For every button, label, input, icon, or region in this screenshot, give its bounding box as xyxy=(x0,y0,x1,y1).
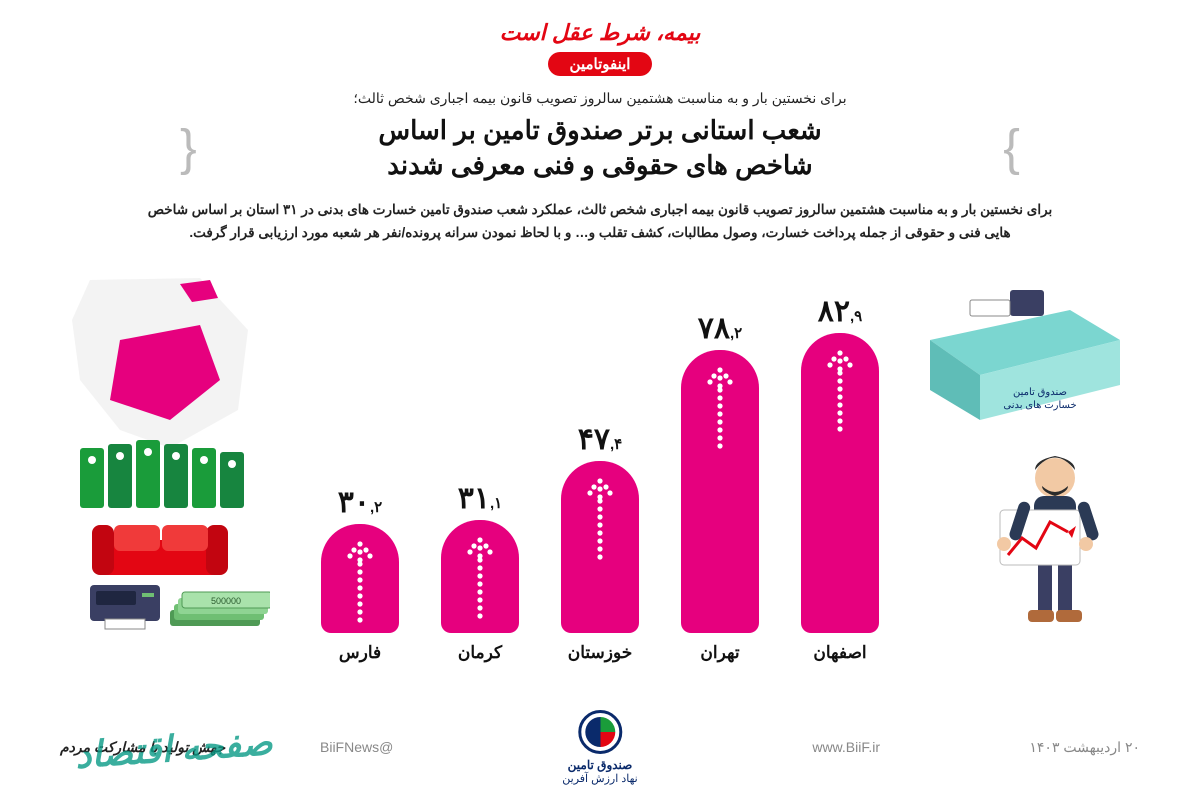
title-line-2: شاخص های حقوقی و فنی معرفی شدند xyxy=(387,150,812,180)
bar xyxy=(801,333,879,633)
bar-value: ۷۸,۲ xyxy=(698,311,742,346)
title-line-1: شعب استانی برتر صندوق تامین بر اساس xyxy=(378,115,821,145)
org-logo-icon xyxy=(578,710,622,754)
person-holding-chart-icon xyxy=(990,450,1120,630)
bar-value: ۴۷,۴ xyxy=(578,422,622,457)
bar-col: ۴۷,۴ خوزستان xyxy=(561,422,639,663)
bar xyxy=(441,520,519,633)
bar-label: اصفهان xyxy=(813,643,866,663)
bar-value: ۳۰,۲ xyxy=(338,485,382,520)
footer-website: www.BiiF.ir xyxy=(812,739,880,755)
bar xyxy=(321,524,399,633)
bar-col: ۸۲,۹ اصفهان xyxy=(801,294,879,663)
header-script-line: بیمه، شرط عقل است xyxy=(40,20,1160,46)
bar xyxy=(561,461,639,633)
footer-date: ۲۰ اردیبهشت ۱۴۰۳ xyxy=(1029,739,1140,756)
bar-col: ۳۰,۲ فارس xyxy=(321,485,399,663)
description-paragraph: برای نخستین بار و به مناسبت هشتمین سالرو… xyxy=(140,199,1060,245)
bar-col: ۷۸,۲ تهران xyxy=(681,311,759,663)
infographic-container: بیمه، شرط عقل است اینفوتامین برای نخستین… xyxy=(0,0,1200,800)
org-name-line2: نهاد ارزش آفرین xyxy=(562,772,637,785)
bar-value: ۳۱,۱ xyxy=(458,481,502,516)
arrow-up-icon xyxy=(700,364,740,454)
bar-col: ۳۱,۱ کرمان xyxy=(441,481,519,663)
footer-org-logo: صندوق تامین نهاد ارزش آفرین xyxy=(562,710,637,785)
main-title: شعب استانی برتر صندوق تامین بر اساس شاخص… xyxy=(40,113,1160,183)
arrow-up-icon xyxy=(820,347,860,437)
arrow-up-icon xyxy=(580,475,620,565)
subtitle-top: برای نخستین بار و به مناسبت هشتمین سالرو… xyxy=(40,90,1160,107)
bar-label: خوزستان xyxy=(568,643,633,663)
bar-value: ۸۲,۹ xyxy=(818,294,862,329)
arrow-up-icon xyxy=(340,538,380,628)
footer-handle: @BiiFNews xyxy=(320,739,393,755)
header-badge: اینفوتامین xyxy=(548,52,653,76)
bar xyxy=(681,350,759,633)
bar-label: کرمان xyxy=(458,643,502,663)
bar-label: فارس xyxy=(339,643,381,663)
arrow-up-icon xyxy=(460,534,500,624)
org-name-line1: صندوق تامین xyxy=(562,758,637,772)
bar-label: تهران xyxy=(700,643,739,663)
